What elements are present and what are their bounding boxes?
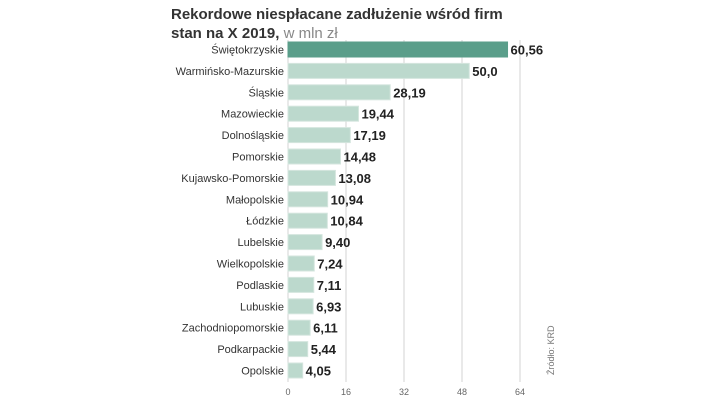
bar <box>287 127 351 144</box>
value-label: 14,48 <box>343 150 376 165</box>
value-label: 60,56 <box>511 43 544 58</box>
value-label: 17,19 <box>353 128 386 143</box>
category-label: Warmińsko-Mazurskie <box>176 66 284 78</box>
value-label: 9,40 <box>325 235 350 250</box>
value-label: 19,44 <box>361 107 394 122</box>
value-labels: 60,56 50,0 28,19 19,44 17,19 14,48 13,08 10,94 1… <box>306 43 543 379</box>
bar <box>287 62 470 79</box>
value-label: 7,11 <box>317 278 342 293</box>
value-label: 6,93 <box>316 299 341 314</box>
value-label: 6,11 <box>313 321 338 336</box>
bar <box>287 41 509 58</box>
value-label: 5,44 <box>311 342 337 357</box>
bar <box>287 84 391 101</box>
x-axis-ticks: 0 16 32 48 64 <box>285 387 525 397</box>
x-tick-label: 0 <box>285 387 290 397</box>
value-label: 13,08 <box>338 171 371 186</box>
source-note: Źródło: KRD <box>546 325 556 375</box>
value-label: 28,19 <box>393 85 426 100</box>
category-label: Wielkopolskie <box>217 259 284 271</box>
category-label: Świętokrzyskie <box>211 44 284 57</box>
value-label: 4,05 <box>306 364 331 379</box>
bars <box>287 41 509 379</box>
x-tick-label: 48 <box>457 387 467 397</box>
value-label: 10,84 <box>330 214 363 229</box>
bar <box>287 276 315 293</box>
value-label: 10,94 <box>331 192 364 207</box>
category-label: Dolnośląskie <box>222 130 284 142</box>
bar <box>287 341 309 358</box>
category-label: Lubelskie <box>238 237 284 249</box>
chart-subtitle: stan na X 2019, w mln zł <box>171 24 503 43</box>
value-label: 7,24 <box>317 257 343 272</box>
category-label: Śląskie <box>249 86 284 99</box>
bar <box>287 234 323 251</box>
category-label: Małopolskie <box>226 194 284 206</box>
bar <box>287 105 359 122</box>
bar <box>287 362 304 379</box>
x-tick-label: 16 <box>341 387 351 397</box>
category-label: Podkarpackie <box>217 344 284 356</box>
value-label: 50,0 <box>472 64 497 79</box>
category-label: Mazowieckie <box>221 109 284 121</box>
chart-subtitle-date: stan na X 2019, <box>171 25 280 42</box>
x-tick-label: 64 <box>515 387 525 397</box>
bar <box>287 319 311 336</box>
category-label: Lubuskie <box>240 301 284 313</box>
chart-title-block: Rekordowe niespłacane zadłużenie wśród f… <box>171 5 503 43</box>
bar <box>287 191 329 208</box>
category-label: Podlaskie <box>236 280 284 292</box>
bar <box>287 255 315 272</box>
bar <box>287 212 328 229</box>
category-label: Łódzkie <box>246 216 284 228</box>
category-label: Zachodniopomorskie <box>182 323 284 335</box>
bar <box>287 169 336 186</box>
chart-title: Rekordowe niespłacane zadłużenie wśród f… <box>171 6 503 23</box>
bar <box>287 148 341 165</box>
chart-subtitle-unit: w mln zł <box>279 25 338 42</box>
category-label: Pomorskie <box>232 152 284 164</box>
category-label: Kujawsko-Pomorskie <box>181 173 284 185</box>
bar <box>287 298 314 315</box>
category-labels: Świętokrzyskie Warmińsko-Mazurskie Śląskie… <box>176 44 284 378</box>
x-tick-label: 32 <box>399 387 409 397</box>
category-label: Opolskie <box>241 366 284 378</box>
